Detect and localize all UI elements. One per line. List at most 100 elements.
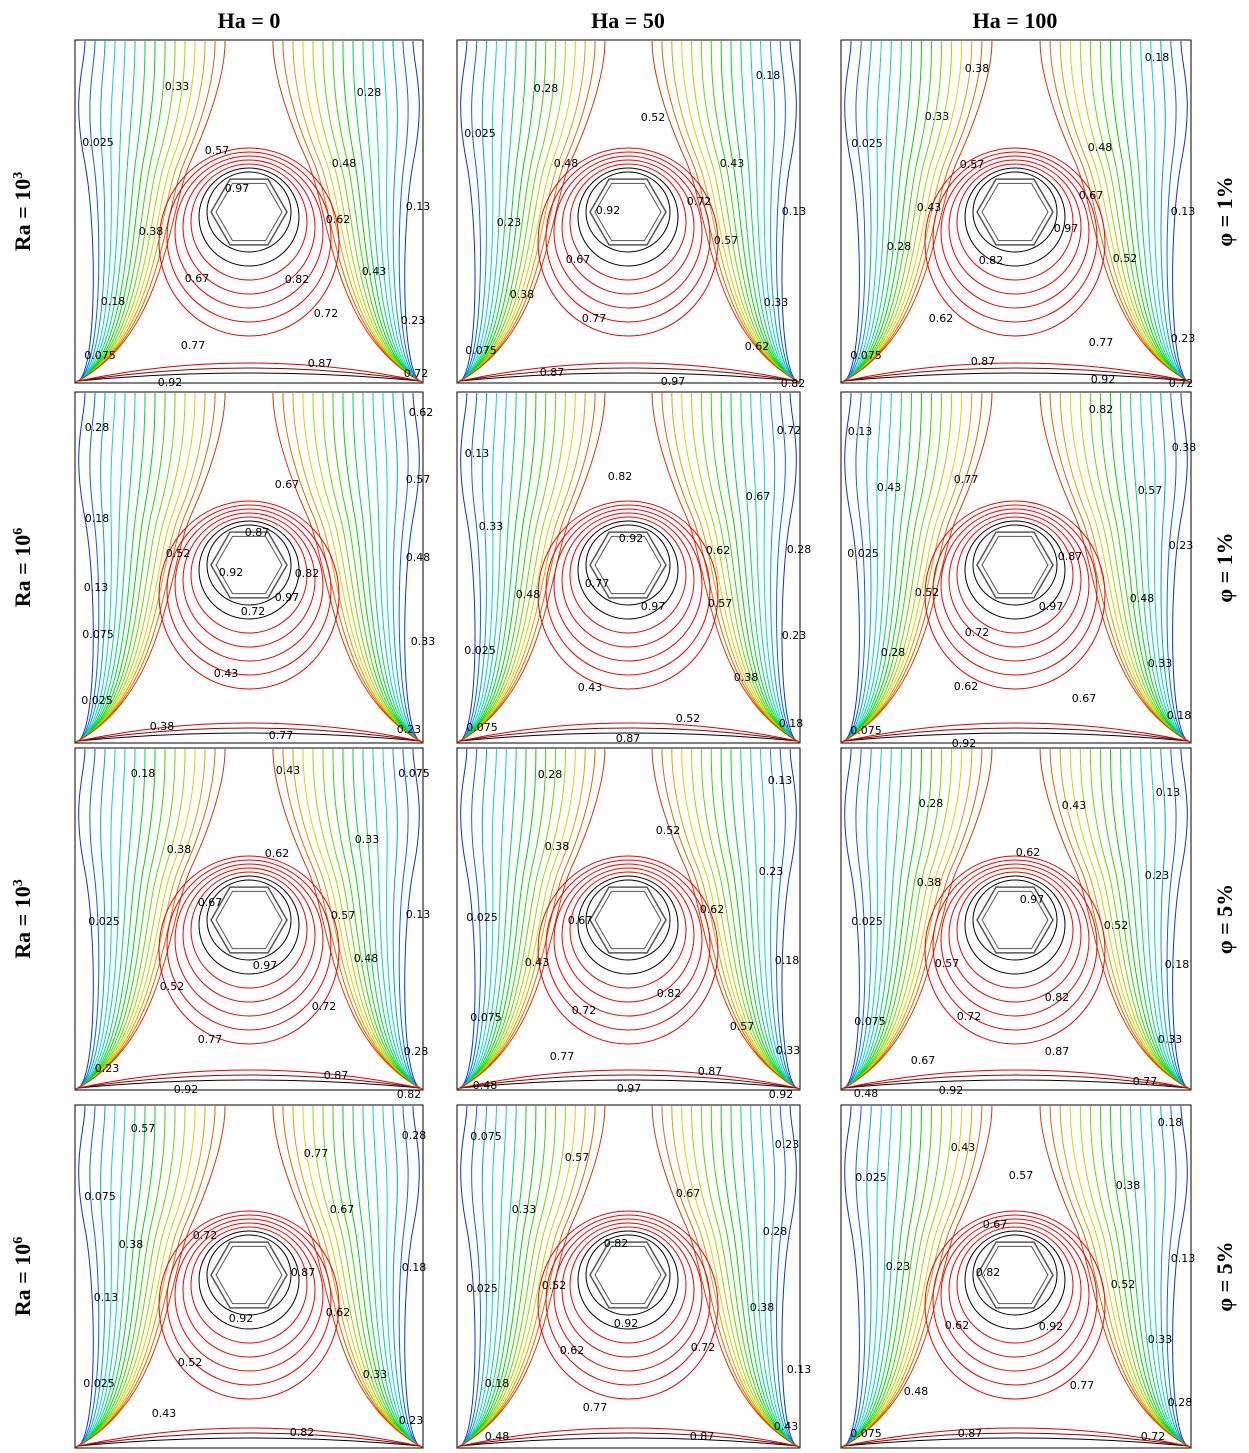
contour-label: 0.43 bbox=[917, 201, 942, 214]
contour-label: 0.13 bbox=[787, 1363, 812, 1376]
contour-label: 0.13 bbox=[848, 425, 873, 438]
phi-label: φ = 1% bbox=[1212, 176, 1237, 246]
contour-label: 0.025 bbox=[81, 694, 113, 707]
contour-label: 0.87 bbox=[245, 526, 270, 539]
contour-label: 0.52 bbox=[1111, 1278, 1136, 1291]
contour-label: 0.38 bbox=[510, 288, 535, 301]
phi-label: φ = 5% bbox=[1212, 1241, 1237, 1311]
contour-label: 0.38 bbox=[917, 876, 942, 889]
column-header: Ha = 100 bbox=[973, 8, 1058, 33]
contour-label: 0.025 bbox=[82, 136, 114, 149]
contour-label: 0.23 bbox=[401, 314, 426, 327]
contour-label: 0.025 bbox=[83, 1377, 115, 1390]
contour-label: 0.52 bbox=[166, 547, 191, 560]
contour-label: 0.38 bbox=[545, 840, 570, 853]
contour-label: 0.13 bbox=[406, 200, 431, 213]
contour-label: 0.82 bbox=[295, 567, 320, 580]
contour-label: 0.97 bbox=[225, 182, 250, 195]
contour-label: 0.075 bbox=[466, 721, 498, 734]
contour-label: 0.97 bbox=[617, 1082, 642, 1095]
contour-label: 0.23 bbox=[399, 1414, 424, 1427]
contour-label: 0.025 bbox=[851, 137, 883, 150]
contour-label: 0.38 bbox=[734, 671, 759, 684]
contour-label: 0.23 bbox=[886, 1260, 911, 1273]
contour-label: 0.38 bbox=[1116, 1179, 1141, 1192]
contour-label: 0.52 bbox=[1113, 252, 1138, 265]
contour-label: 0.62 bbox=[560, 1344, 585, 1357]
contour-label: 0.77 bbox=[1089, 336, 1114, 349]
contour-label: 0.28 bbox=[919, 797, 944, 810]
contour-label: 0.48 bbox=[904, 1385, 929, 1398]
contour-label: 0.33 bbox=[776, 1044, 801, 1057]
row-label-text: Ra = 10 bbox=[10, 1244, 35, 1316]
contour-label: 0.48 bbox=[332, 157, 357, 170]
contour-label: 0.82 bbox=[781, 377, 806, 390]
contour-label: 0.18 bbox=[1165, 958, 1190, 971]
contour-label: 0.43 bbox=[720, 157, 745, 170]
contour-label: 0.28 bbox=[357, 86, 382, 99]
contour-label: 0.92 bbox=[229, 1312, 254, 1325]
contour-label: 0.48 bbox=[854, 1087, 879, 1100]
contour-label: 0.38 bbox=[119, 1238, 144, 1251]
contour-label: 0.72 bbox=[1141, 1430, 1166, 1443]
contour-panel bbox=[841, 392, 1191, 743]
contour-label: 0.18 bbox=[402, 1261, 427, 1274]
contour-label: 0.77 bbox=[269, 729, 294, 742]
row-label: Ra = 106 bbox=[10, 1237, 35, 1316]
column-header: Ha = 0 bbox=[218, 8, 281, 33]
contour-label: 0.18 bbox=[101, 295, 126, 308]
contour-label: 0.33 bbox=[411, 635, 436, 648]
contour-label: 0.28 bbox=[887, 240, 912, 253]
contour-label: 0.67 bbox=[185, 272, 210, 285]
contour-label: 0.38 bbox=[1172, 441, 1197, 454]
contour-label: 0.77 bbox=[583, 1401, 608, 1414]
contour-label: 0.23 bbox=[497, 216, 522, 229]
phi-label: φ = 5% bbox=[1212, 884, 1237, 954]
contour-label: 0.62 bbox=[954, 680, 979, 693]
contour-label: 0.48 bbox=[516, 588, 541, 601]
contour-label: 0.72 bbox=[404, 367, 429, 380]
row-label-text: Ra = 10 bbox=[10, 179, 35, 251]
contour-label: 0.38 bbox=[167, 843, 192, 856]
column-header: Ha = 50 bbox=[591, 8, 665, 33]
contour-label: 0.92 bbox=[1039, 1320, 1064, 1333]
contour-label: 0.77 bbox=[585, 577, 610, 590]
contour-label: 0.82 bbox=[1045, 991, 1070, 1004]
contour-panel bbox=[457, 748, 800, 1090]
contour-label: 0.38 bbox=[139, 225, 164, 238]
contour-label: 0.075 bbox=[84, 1190, 116, 1203]
contour-label: 0.62 bbox=[409, 406, 434, 419]
contour-label: 0.87 bbox=[291, 1266, 316, 1279]
contour-label: 0.67 bbox=[911, 1054, 936, 1067]
contour-label: 0.72 bbox=[241, 605, 266, 618]
contour-label: 0.92 bbox=[1091, 373, 1116, 386]
contour-label: 0.38 bbox=[750, 1301, 775, 1314]
contour-panel bbox=[75, 392, 423, 743]
contour-label: 0.23 bbox=[1169, 539, 1194, 552]
contour-label: 0.18 bbox=[131, 767, 156, 780]
contour-label: 0.43 bbox=[214, 667, 239, 680]
contour-label: 0.57 bbox=[331, 909, 356, 922]
contour-label: 0.62 bbox=[945, 1319, 970, 1332]
contour-label: 0.82 bbox=[657, 987, 682, 1000]
contour-label: 0.67 bbox=[568, 914, 593, 927]
contour-label: 0.13 bbox=[1156, 786, 1181, 799]
contour-label: 0.72 bbox=[965, 626, 990, 639]
contour-label: 0.92 bbox=[619, 532, 644, 545]
contour-label: 0.38 bbox=[965, 62, 990, 75]
contour-label: 0.075 bbox=[470, 1011, 502, 1024]
contour-label: 0.13 bbox=[84, 581, 109, 594]
contour-label: 0.025 bbox=[464, 127, 496, 140]
contour-label: 0.025 bbox=[466, 911, 498, 924]
contour-label: 0.48 bbox=[473, 1079, 498, 1092]
contour-label: 0.28 bbox=[881, 646, 906, 659]
row-label-exponent: 6 bbox=[11, 528, 26, 535]
contour-label: 0.57 bbox=[1009, 1169, 1034, 1182]
contour-label: 0.075 bbox=[854, 1015, 886, 1028]
contour-label: 0.33 bbox=[363, 1368, 388, 1381]
contour-label: 0.92 bbox=[614, 1317, 639, 1330]
contour-label: 0.97 bbox=[1039, 600, 1064, 613]
contour-label: 0.18 bbox=[779, 717, 804, 730]
contour-label: 0.28 bbox=[538, 768, 563, 781]
contour-label: 0.025 bbox=[851, 915, 883, 928]
